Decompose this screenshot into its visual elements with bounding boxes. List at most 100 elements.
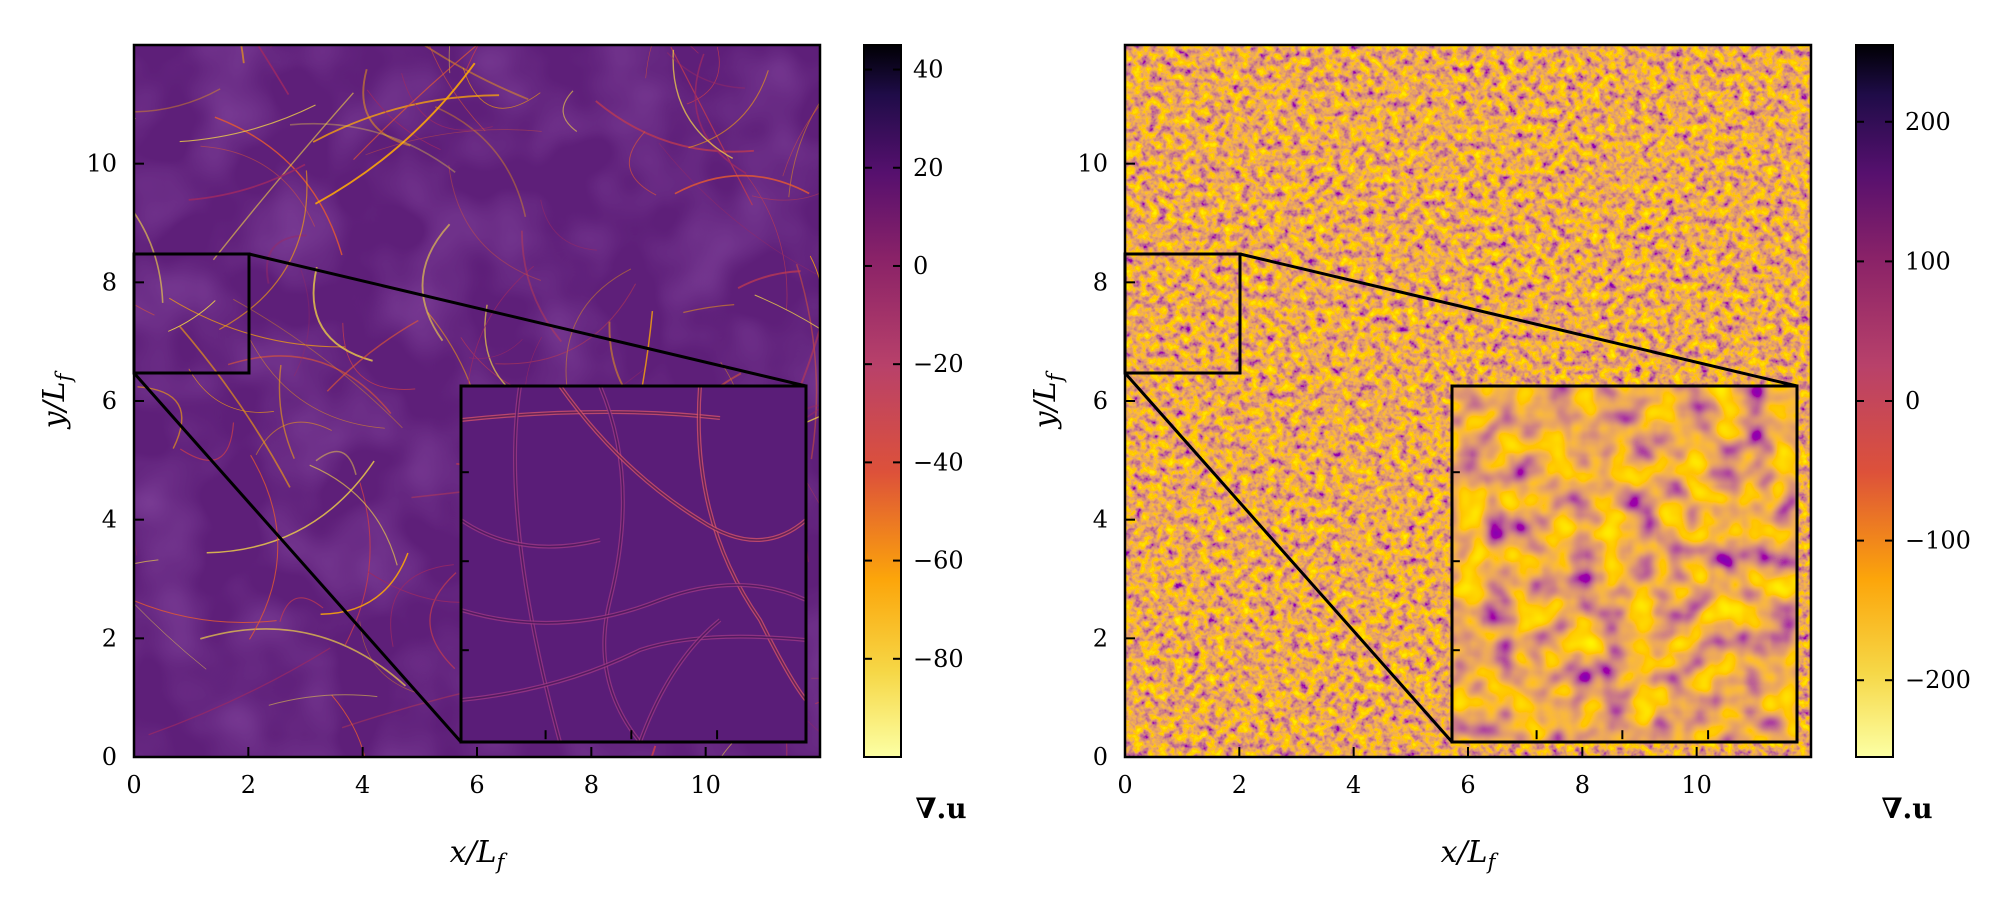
shock-filament [179,422,235,461]
shock-filament [495,283,637,365]
shock-filament [314,62,476,205]
shock-filament [448,164,542,281]
shock-filament [179,104,316,143]
left-colorbar: 40 20 0 −20 −40 −60 −80 ∇.u [863,44,967,825]
colorbar-tick-label: 200 [1905,108,1951,136]
x-tick-label: 4 [355,771,370,799]
colorbar-tick-label: 20 [913,154,944,182]
shock-filament [134,603,207,670]
shock-filament [421,223,451,342]
shock-filament [331,694,366,757]
right-xlabel: x/Lf [1441,835,1499,874]
left-ylabel: y/Lf [37,370,76,430]
shock-filament [168,297,346,348]
y-tick-label: 2 [102,624,117,652]
shock-filament [362,69,411,147]
y-tick-label: 8 [102,268,117,296]
shock-filament [227,355,392,414]
x-tick-label: 6 [469,771,484,799]
shock-filament [428,45,486,132]
y-tick-label: 0 [102,743,117,771]
shock-filament [650,745,657,757]
shock-filament [233,298,403,429]
shock-filament [168,300,216,332]
shock-filament [688,70,769,149]
x-tick-label: 8 [584,771,599,799]
right-axis-ticks: 0 2 4 6 8 10 0 2 4 6 8 10 [1077,150,1711,799]
colorbar-tick-label: −40 [913,448,964,476]
shock-filament [326,319,419,392]
right-colorbar-label: ∇.u [1881,792,1932,825]
shock-filament [134,559,159,565]
left-axis-ticks: 0 2 4 6 8 10 0 2 4 6 8 10 [86,150,720,799]
shock-filament [467,265,534,388]
shock-filament [134,600,277,624]
shock-filament [289,122,456,173]
shock-filament [422,45,529,101]
shock-filament [666,52,746,89]
y-tick-label: 2 [1093,624,1108,652]
colorbar-tick-label: −20 [913,350,964,378]
shock-filament [268,694,378,706]
shock-filament [269,45,275,48]
shock-filament [672,49,734,159]
shock-filament [279,597,324,623]
shock-filament [429,572,457,670]
left-zoom-connector-bottom [132,372,463,743]
shock-filament [320,552,409,615]
left-panel: 0 2 4 6 8 10 0 2 4 6 8 10 x/Lf y/Lf [37,43,822,874]
right-inset-frame [1450,384,1799,744]
shock-filament [595,100,754,153]
shock-filament [540,199,598,251]
right-inset [1452,386,1797,742]
shock-filament [137,386,183,449]
y-tick-label: 4 [1093,506,1108,534]
y-tick-label: 8 [1093,268,1108,296]
shock-filament [469,339,523,359]
y-tick-label: 0 [1093,743,1108,771]
y-tick-label: 6 [1093,387,1108,415]
x-tick-label: 2 [241,771,256,799]
inset-shock-core [639,619,721,742]
shock-filament [628,131,657,196]
shock-filament [390,564,454,647]
shock-filament [266,234,307,284]
x-tick-label: 2 [1232,771,1247,799]
shock-filament [462,67,541,109]
shock-filament [293,269,310,377]
left-colorbar-ticks: 40 20 0 −20 −40 −60 −80 [864,56,964,673]
shock-filament [312,94,500,143]
shock-filament [645,45,653,79]
y-tick-label: 6 [102,387,117,415]
shock-filament [249,454,279,640]
inset-shock-core [461,411,721,421]
shock-filament [200,628,407,687]
shock-filament [694,53,747,175]
right-zoom-connector-top [1239,252,1798,388]
shock-filament [745,174,788,311]
y-tick-label: 4 [102,506,117,534]
shock-filament [188,163,306,201]
shock-filament [434,106,527,217]
right-ylabel: y/Lf [1028,370,1067,430]
shock-filament [807,720,820,734]
left-inset-shocks [461,386,806,742]
x-tick-label: 0 [126,771,141,799]
x-tick-label: 8 [1575,771,1590,799]
shock-filament [188,368,274,413]
right-colorbar: 200 100 0 −100 −200 ∇.u [1855,44,1971,825]
shock-filament [658,142,817,275]
inset-shock-core [461,584,806,624]
shock-filament [359,621,417,693]
shock-filament [565,268,632,387]
left-colorbar-label: ∇.u [915,792,966,825]
shock-filament [788,101,820,198]
shock-filament [720,737,738,757]
right-colorbar-ticks: 200 100 0 −100 −200 [1856,108,1971,694]
shock-filament [134,211,164,303]
colorbar-tick-label: 0 [913,252,928,280]
x-tick-label: 6 [1460,771,1475,799]
x-tick-label: 10 [1681,771,1712,799]
shock-filament [134,117,136,120]
